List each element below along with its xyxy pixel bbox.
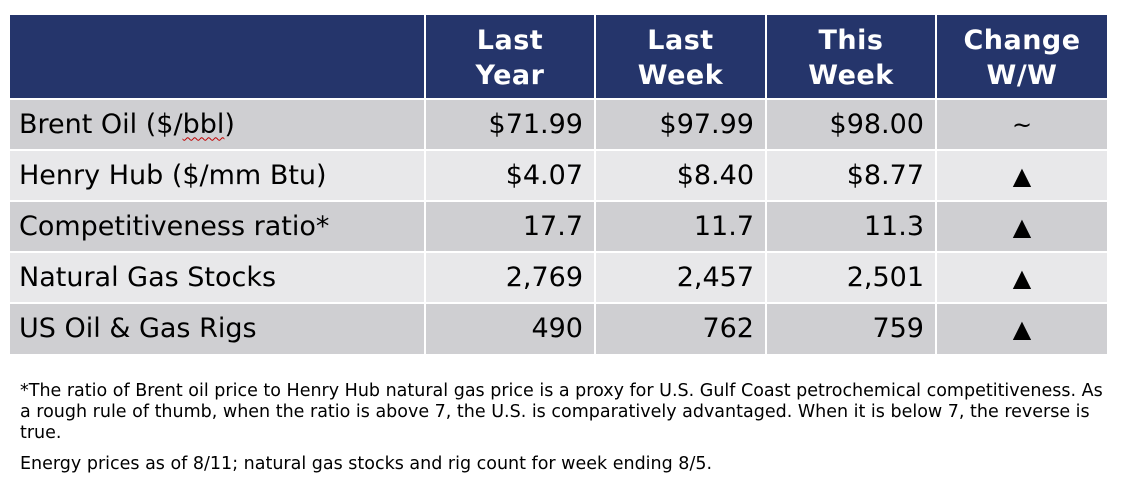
cell-last-week: $97.99 — [595, 98, 767, 150]
cell-last-week: 762 — [595, 302, 767, 354]
table-row: Henry Hub ($/mm Btu) $4.07 $8.40 $8.77 ▲ — [10, 149, 1107, 201]
table-row: US Oil & Gas Rigs 490 762 759 ▲ — [10, 302, 1107, 354]
table-row: Competitiveness ratio* 17.7 11.7 11.3 ▲ — [10, 200, 1107, 252]
table-header-row: Last Year Last Week This Week Change W/W — [10, 15, 1107, 100]
cell-this-week: $8.77 — [766, 149, 937, 201]
header-last-year: Last Year — [425, 15, 596, 100]
table-row: Natural Gas Stocks 2,769 2,457 2,501 ▲ — [10, 251, 1107, 303]
header-this-week-line1: This — [818, 24, 884, 56]
cell-last-week: 11.7 — [595, 200, 767, 252]
row-metric-gas-stocks: Natural Gas Stocks — [10, 251, 426, 303]
cell-last-week: 2,457 — [595, 251, 767, 303]
energy-prices-table: Last Year Last Week This Week Change W/W — [10, 15, 1107, 354]
cell-this-week: 2,501 — [766, 251, 937, 303]
header-metric — [10, 15, 426, 100]
dates-footnote: Energy prices as of 8/11; natural gas st… — [20, 454, 713, 474]
up-triangle-icon: ▲ — [936, 200, 1107, 252]
cell-last-week: $8.40 — [595, 149, 767, 201]
header-change-line1: Change — [963, 24, 1081, 56]
cell-last-year: 490 — [425, 302, 596, 354]
row-metric-brent: Brent Oil ($/bbl) — [10, 98, 426, 150]
cell-last-year: $4.07 — [425, 149, 596, 201]
header-this-week: This Week — [766, 15, 937, 100]
cell-this-week: $98.00 — [766, 98, 937, 150]
header-last-year-line2: Year — [475, 59, 545, 91]
header-change: Change W/W — [936, 15, 1107, 100]
cell-this-week: 11.3 — [766, 200, 937, 252]
cell-last-year: 2,769 — [425, 251, 596, 303]
tilde-icon: ~ — [936, 98, 1107, 150]
row-metric-henry-hub: Henry Hub ($/mm Btu) — [10, 149, 426, 201]
table-row: Brent Oil ($/bbl) $71.99 $97.99 $98.00 ~ — [10, 98, 1107, 150]
up-triangle-icon: ▲ — [936, 302, 1107, 354]
ratio-footnote: *The ratio of Brent oil price to Henry H… — [20, 381, 1103, 443]
cell-last-year: $71.99 — [425, 98, 596, 150]
header-change-line2: W/W — [986, 59, 1058, 91]
header-last-year-line1: Last — [476, 24, 544, 56]
row-metric-rigs: US Oil & Gas Rigs — [10, 302, 426, 354]
header-last-week-line1: Last — [647, 24, 714, 56]
row-metric-competitiveness: Competitiveness ratio* — [10, 200, 426, 252]
header-this-week-line2: Week — [808, 59, 894, 91]
up-triangle-icon: ▲ — [936, 251, 1107, 303]
spellcheck-flag: bbl — [182, 108, 225, 140]
cell-this-week: 759 — [766, 302, 937, 354]
cell-last-year: 17.7 — [425, 200, 596, 252]
up-triangle-icon: ▲ — [936, 149, 1107, 201]
header-last-week: Last Week — [595, 15, 767, 100]
header-last-week-line2: Week — [637, 59, 724, 91]
